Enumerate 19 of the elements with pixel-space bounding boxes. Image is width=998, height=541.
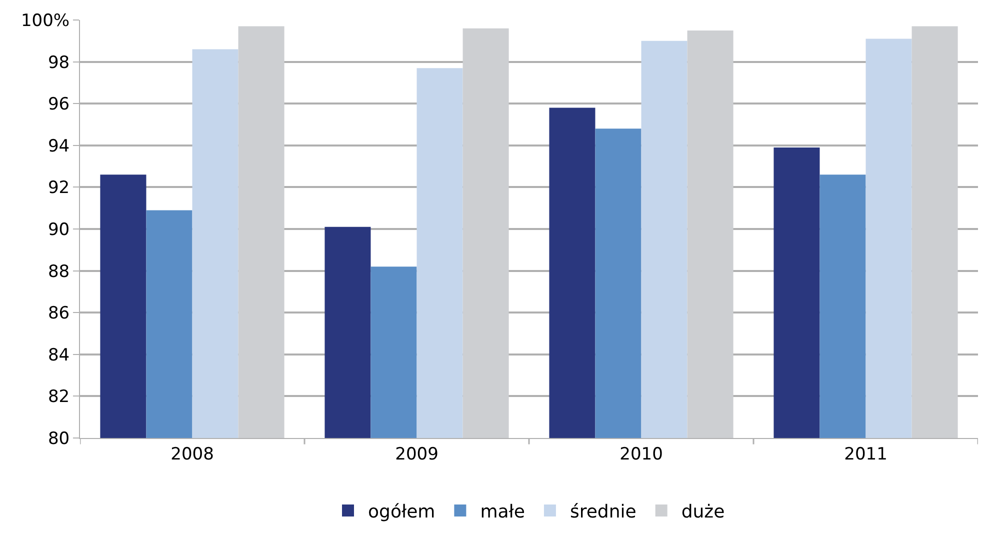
legend-label: małe (480, 502, 525, 523)
x-tick-label: 2009 (395, 444, 438, 464)
y-tick-label: 98 (48, 52, 70, 73)
x-tick-label: 2011 (844, 444, 888, 464)
y-tick-label: 94 (48, 136, 70, 156)
y-tick-label: 80 (48, 428, 70, 449)
y-tick-label: 86 (48, 304, 70, 324)
y-tick-label: 92 (48, 178, 70, 198)
x-tick-label: 2008 (170, 444, 214, 464)
legend-label: duże (681, 502, 725, 523)
legend-label: ogółem (368, 502, 436, 523)
y-tick-label: 84 (48, 345, 70, 366)
y-tick-label: 100% (20, 10, 70, 31)
y-tick-label: 82 (48, 387, 70, 408)
y-tick-label: 90 (48, 220, 70, 240)
legend-label: średnie (570, 502, 636, 523)
x-tick-label: 2010 (620, 444, 663, 464)
y-tick-label: 96 (48, 94, 70, 115)
y-tick-label: 88 (48, 262, 70, 282)
